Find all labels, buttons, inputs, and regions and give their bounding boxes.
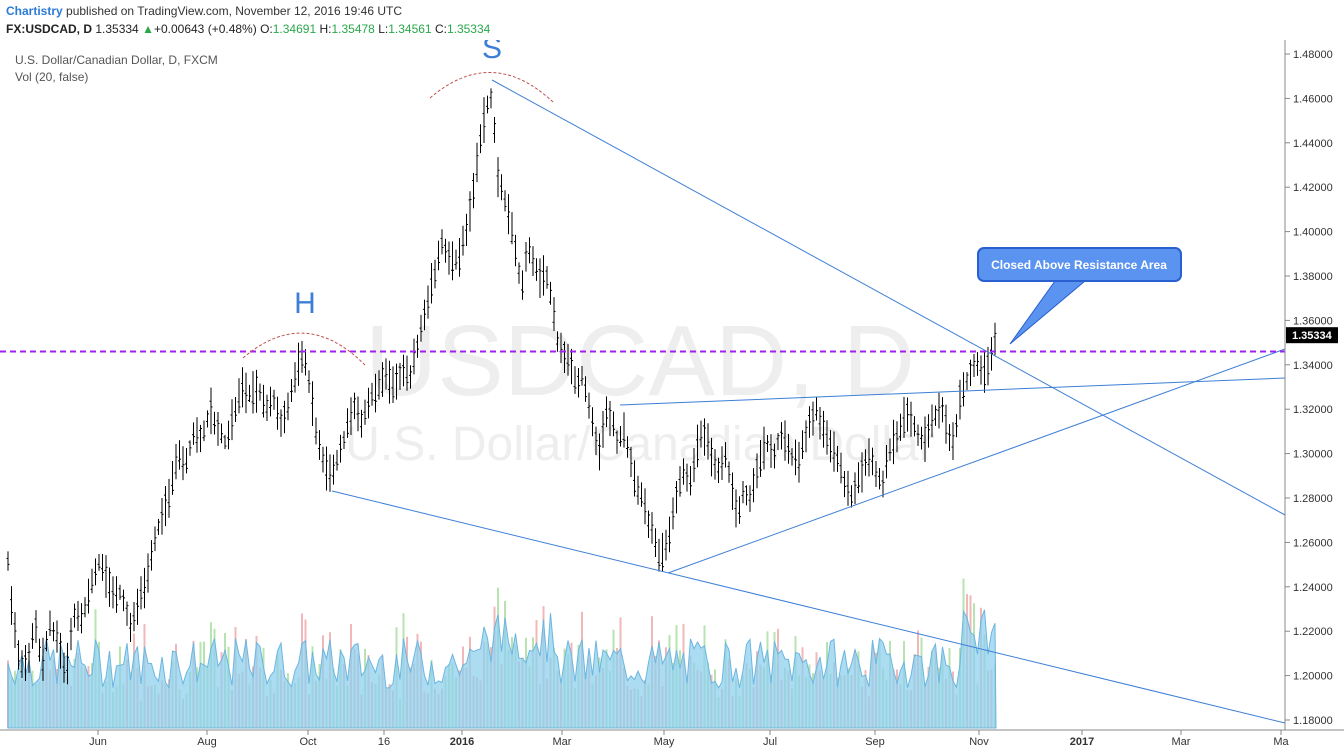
callout-text: Closed Above Resistance Area [991,258,1167,272]
x-tick-label: Mar [553,736,572,748]
watermark: USDCAD, DU.S. Dollar/Canadian Dollar [345,305,935,471]
x-tick-label: Ma [1273,736,1289,748]
author-link[interactable]: Chartistry [6,4,63,18]
trendline-4 [619,377,1286,406]
x-tick-label: 2016 [450,736,474,748]
shoulder-label: H [294,287,316,320]
watermark-subtitle: U.S. Dollar/Canadian Dollar [345,418,935,471]
volume-bars [7,578,997,729]
open-value: 1.34691 [272,22,317,36]
x-tick-label: Nov [969,736,989,748]
x-tick-label: Aug [197,736,217,748]
x-tick-label: Jun [89,736,107,748]
x-tick-label: Jul [763,736,777,748]
callout-box [977,247,1182,282]
y-tick-label: 1.48000 [1293,49,1333,61]
current-price-tag [1286,327,1338,344]
y-tick-label: 1.18000 [1293,715,1333,727]
y-tick-label: 1.46000 [1293,93,1333,105]
drawings: H S Closed Above Resistance Area [0,40,1286,724]
y-tick-label: 1.26000 [1293,537,1333,549]
change-value: +0.00643 (+0.48%) [153,22,257,36]
y-tick-label: 1.24000 [1293,582,1333,594]
trendline-2 [331,490,1286,724]
y-tick-label: 1.30000 [1293,449,1333,461]
callout-pointer [1009,280,1087,345]
candles [6,88,997,685]
volume-ma-area [7,609,997,729]
y-tick-label: 1.22000 [1293,626,1333,638]
series-legend: U.S. Dollar/Canadian Dollar, D, FXCM [15,53,218,67]
current-price-label: 1.35334 [1292,330,1333,342]
y-tick-label: 1.34000 [1293,360,1333,372]
publish-line: Chartistry published on TradingView.com,… [6,4,402,18]
y-tick-label: 1.32000 [1293,404,1333,416]
published-text: published on TradingView.com, November 1… [66,4,403,18]
head-label: S [482,40,502,65]
trendline-3 [667,348,1286,574]
trendline-1 [491,79,1286,516]
symbol-label: FX:USDCAD, D [6,22,92,36]
y-tick-label: 1.20000 [1293,671,1333,683]
y-tick-label: 1.28000 [1293,493,1333,505]
up-arrow-icon: ▲ [142,22,154,36]
x-tick-label: Mar [1172,736,1191,748]
x-tick-label: Oct [299,736,316,748]
y-tick-label: 1.42000 [1293,182,1333,194]
close-label: C: [434,22,447,36]
y-tick-label: 1.36000 [1293,315,1333,327]
volume-legend: Vol (20, false) [15,70,89,84]
y-tick-label: 1.38000 [1293,271,1333,283]
y-tick-label: 1.44000 [1293,138,1333,150]
shoulder-arc [242,332,366,366]
high-value: 1.35478 [331,22,375,36]
chart-header: Chartistry published on TradingView.com,… [0,0,1344,40]
axes: 1.48000 1.46000 1.44000 1.42000 1.40000 1.380… [0,40,1344,748]
watermark-title: USDCAD, D [365,305,915,417]
y-tick-label: 1.40000 [1293,227,1333,239]
price-chart[interactable]: USDCAD, DU.S. Dollar/Canadian Dollar H S C… [0,40,1344,755]
close-value: 1.35334 [446,22,491,36]
x-tick-label: 16 [378,736,390,748]
open-label: O: [260,22,273,36]
head-arc [429,72,554,103]
high-label: H: [319,22,332,36]
low-value: 1.34561 [388,22,432,36]
low-label: L: [378,22,389,36]
last-price: 1.35334 [95,22,139,36]
x-tick-label: Sep [865,736,885,748]
ohlc-line: FX:USDCAD, D 1.35334 ▲+0.00643 (+0.48%) … [6,22,490,36]
x-tick-label: 2017 [1070,736,1094,748]
x-tick-label: May [654,736,675,748]
